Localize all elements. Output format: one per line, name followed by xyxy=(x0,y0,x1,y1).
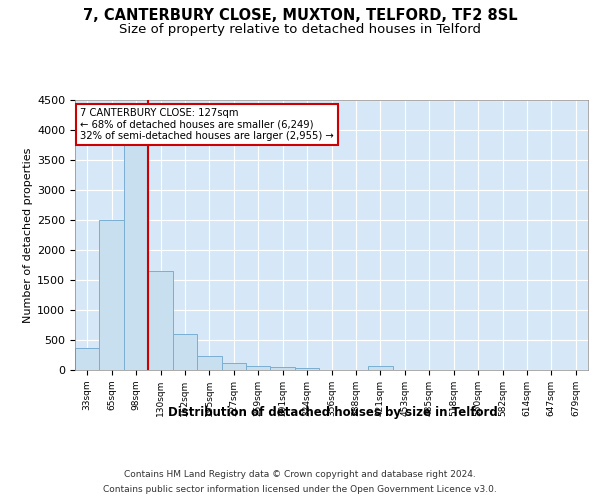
Text: 7 CANTERBURY CLOSE: 127sqm
← 68% of detached houses are smaller (6,249)
32% of s: 7 CANTERBURY CLOSE: 127sqm ← 68% of deta… xyxy=(80,108,334,142)
Bar xyxy=(295,368,319,370)
Bar xyxy=(75,348,100,370)
Bar xyxy=(271,367,295,370)
Bar xyxy=(124,145,148,370)
Text: 7, CANTERBURY CLOSE, MUXTON, TELFORD, TF2 8SL: 7, CANTERBURY CLOSE, MUXTON, TELFORD, TF… xyxy=(83,8,517,22)
Text: Distribution of detached houses by size in Telford: Distribution of detached houses by size … xyxy=(168,406,498,419)
Text: Size of property relative to detached houses in Telford: Size of property relative to detached ho… xyxy=(119,22,481,36)
Bar xyxy=(197,356,221,370)
Bar xyxy=(100,220,124,370)
Text: Contains HM Land Registry data © Crown copyright and database right 2024.: Contains HM Land Registry data © Crown c… xyxy=(124,470,476,479)
Y-axis label: Number of detached properties: Number of detached properties xyxy=(23,148,33,322)
Text: Contains public sector information licensed under the Open Government Licence v3: Contains public sector information licen… xyxy=(103,485,497,494)
Bar xyxy=(246,366,271,370)
Bar xyxy=(368,366,392,370)
Bar xyxy=(173,334,197,370)
Bar xyxy=(148,271,173,370)
Bar xyxy=(221,364,246,370)
